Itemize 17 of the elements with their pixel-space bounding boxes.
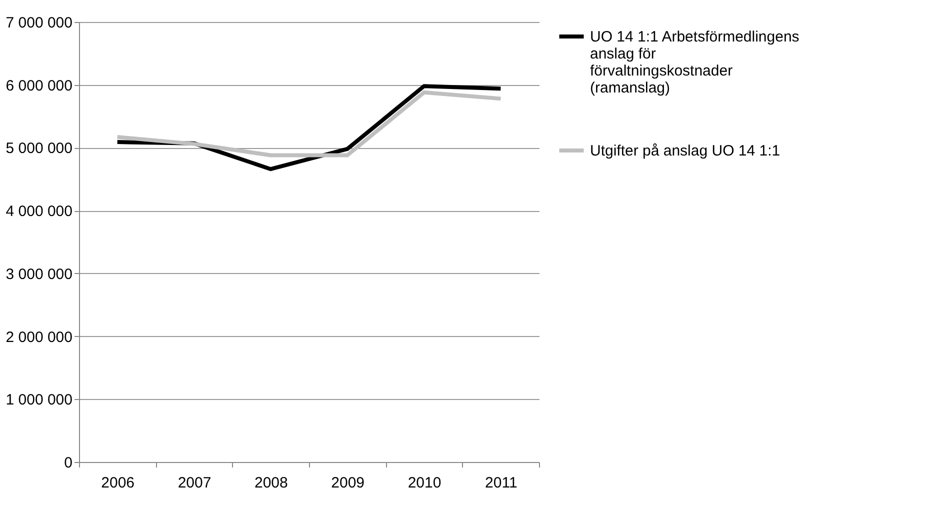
y-tick-label: 4 000 000 (6, 203, 72, 220)
y-tick-label: 3 000 000 (6, 266, 72, 283)
x-tick-label: 2007 (178, 474, 212, 492)
legend-label: UO 14 1:1 Arbetsförmedlingens anslag för förvaltningskostnader (ramanslag) (590, 28, 800, 96)
line-series (115, 90, 503, 158)
x-tick-label: 2009 (331, 474, 365, 492)
y-tick-label: 2 000 000 (6, 328, 72, 346)
x-tick-label: 2008 (254, 474, 288, 492)
x-tick-label: 2011 (485, 474, 518, 492)
y-tick-label: 6 000 000 (6, 77, 72, 94)
y-tick-label: 0 (64, 454, 72, 472)
y-tick-label: 7 000 000 (6, 14, 72, 32)
y-tick-label: 5 000 000 (6, 140, 72, 158)
x-tick-label: 2010 (408, 474, 442, 492)
legend-label: Utgifter på anslag UO 14 1:1 (590, 142, 780, 160)
y-tick-label: 1 000 000 (6, 392, 72, 409)
x-tick-label: 2006 (101, 474, 135, 492)
